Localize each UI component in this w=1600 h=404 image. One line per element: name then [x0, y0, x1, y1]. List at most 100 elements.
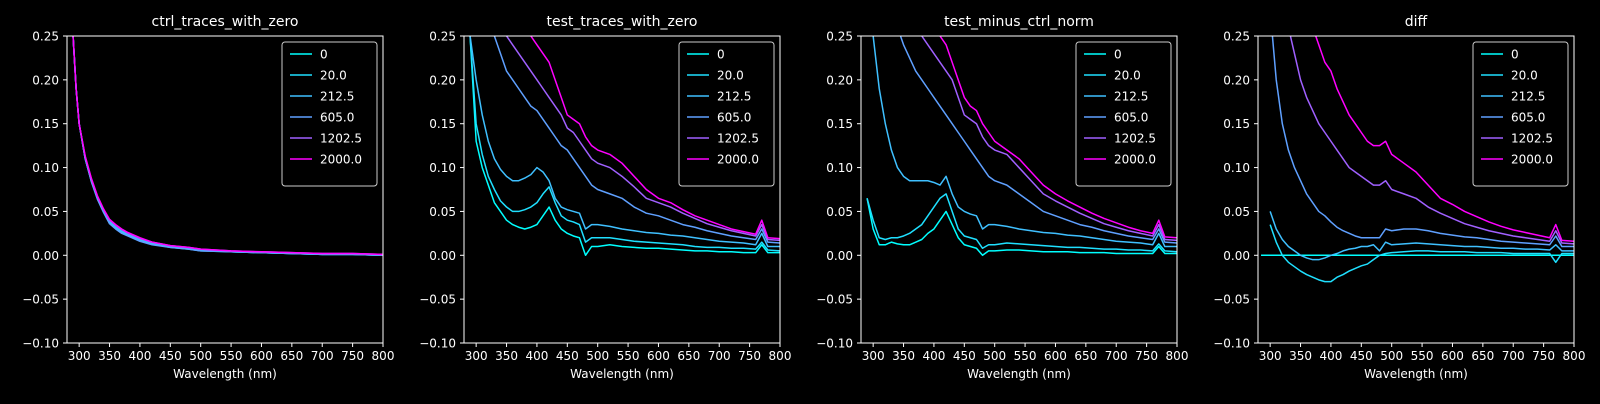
x-tick-label: 400: [1319, 349, 1342, 363]
series-line-0: [469, 36, 780, 257]
x-tick-label: 450: [159, 349, 182, 363]
x-tick-label: 750: [1532, 349, 1555, 363]
y-tick-label: −0.10: [419, 337, 456, 351]
x-tick-label: 650: [280, 349, 303, 363]
series-line-0: [866, 198, 1177, 257]
y-tick-label: 0.20: [429, 73, 456, 87]
series-lines: [866, 36, 1177, 257]
legend-label: 2000.0: [717, 153, 759, 167]
chart-panel-4: 300 350 400 450 500 550 600 650 700 750 800 −0.10 −0…: [1213, 14, 1586, 381]
series-line-2000.0: [72, 36, 383, 256]
y-tick-label: 0.15: [429, 117, 456, 131]
x-tick-label: 600: [1044, 349, 1067, 363]
y-tick-label: 0.25: [32, 30, 59, 44]
y-tick-label: 0.15: [32, 117, 59, 131]
x-tick-label: 500: [586, 349, 609, 363]
x-tick-label: 750: [738, 349, 761, 363]
x-tick-label: 450: [1350, 349, 1373, 363]
x-tick-label: 300: [1259, 349, 1282, 363]
y-tick-label: 0.15: [1223, 117, 1250, 131]
series-line-20.0: [866, 193, 1177, 253]
series-lines: [72, 36, 383, 257]
x-tick-label: 650: [1471, 349, 1494, 363]
legend-box: [281, 41, 378, 187]
legend-label: 0: [1511, 48, 1519, 62]
y-tick-label: 0.25: [1223, 30, 1250, 44]
x-tick-label: 500: [189, 349, 212, 363]
x-axis-label: Wavelength (nm): [570, 367, 674, 381]
legend-label: 1202.5: [717, 132, 759, 146]
y-tick-label: −0.05: [1213, 293, 1250, 307]
x-tick-label: 750: [341, 349, 364, 363]
legend-label: 20.0: [1511, 69, 1538, 83]
y-tick-label: −0.05: [22, 293, 59, 307]
x-tick-label: 650: [677, 349, 700, 363]
series-line-212.5: [469, 36, 780, 248]
chart-panel-1: 300 350 400 450 500 550 600 650 700 750 800 −0.10 −0…: [22, 14, 395, 381]
legend-label: 1202.5: [1114, 132, 1156, 146]
legend: 0 20.0 212.5 605.0 1202.5 2000.0: [281, 41, 378, 187]
series-line-2000.0: [1314, 36, 1574, 242]
legend-label: 0: [320, 48, 328, 62]
y-tick-label: 0.20: [826, 73, 853, 87]
x-tick-label: 550: [1014, 349, 1037, 363]
x-tick-label: 350: [495, 349, 518, 363]
legend-label: 20.0: [717, 69, 744, 83]
legend-label: 0: [717, 48, 725, 62]
x-tick-label: 350: [1289, 349, 1312, 363]
chart-panel-2: 300 350 400 450 500 550 600 650 700 750 800 −0.10 −0…: [419, 14, 792, 381]
series-line-20.0: [469, 36, 780, 252]
y-tick-label: −0.10: [1213, 337, 1250, 351]
legend-label: 1202.5: [320, 132, 362, 146]
x-tick-label: 550: [220, 349, 243, 363]
y-tick-label: 0.00: [1223, 249, 1250, 263]
series-lines: [469, 36, 780, 257]
y-tick-label: −0.10: [816, 337, 853, 351]
x-tick-label: 600: [647, 349, 670, 363]
series-line-212.5: [872, 36, 1177, 248]
x-tick-label: 500: [1380, 349, 1403, 363]
y-tick-label: 0.20: [32, 73, 59, 87]
chart-title: test_minus_ctrl_norm: [944, 14, 1094, 30]
x-tick-label: 400: [128, 349, 151, 363]
x-tick-label: 700: [1502, 349, 1525, 363]
y-tick-label: 0.10: [826, 161, 853, 175]
y-tick-label: 0.00: [429, 249, 456, 263]
y-tick-label: 0.05: [1223, 205, 1250, 219]
x-tick-label: 800: [769, 349, 792, 363]
legend-label: 2000.0: [320, 153, 362, 167]
x-tick-label: 650: [1074, 349, 1097, 363]
x-tick-label: 550: [617, 349, 640, 363]
axes-frame: [1257, 35, 1575, 344]
series-line-212.5: [1269, 211, 1574, 261]
series-line-1202.5: [920, 36, 1177, 242]
x-tick-label: 500: [983, 349, 1006, 363]
legend-label: 20.0: [320, 69, 347, 83]
x-axis-label: Wavelength (nm): [967, 367, 1071, 381]
axes-frame: [463, 35, 781, 344]
x-tick-label: 800: [372, 349, 395, 363]
legend-label: 0: [1114, 48, 1122, 62]
x-tick-label: 700: [1105, 349, 1128, 363]
x-tick-label: 600: [250, 349, 273, 363]
x-tick-label: 450: [953, 349, 976, 363]
legend: 0 20.0 212.5 605.0 1202.5 2000.0: [678, 41, 775, 187]
x-tick-label: 800: [1563, 349, 1586, 363]
legend-box: [1472, 41, 1569, 187]
y-tick-label: −0.10: [22, 337, 59, 351]
legend-box: [1075, 41, 1172, 187]
legend-label: 20.0: [1114, 69, 1141, 83]
x-tick-label: 400: [922, 349, 945, 363]
legend: 0 20.0 212.5 605.0 1202.5 2000.0: [1472, 41, 1569, 187]
y-tick-label: 0.25: [826, 30, 853, 44]
legend-label: 605.0: [717, 111, 751, 125]
series-line-20.0: [1269, 224, 1574, 283]
x-axis-label: Wavelength (nm): [173, 367, 277, 381]
x-tick-label: 400: [525, 349, 548, 363]
y-tick-label: 0.00: [32, 249, 59, 263]
y-tick-label: 0.10: [429, 161, 456, 175]
x-axis-label: Wavelength (nm): [1364, 367, 1468, 381]
x-tick-label: 300: [862, 349, 885, 363]
y-tick-label: 0.05: [826, 205, 853, 219]
